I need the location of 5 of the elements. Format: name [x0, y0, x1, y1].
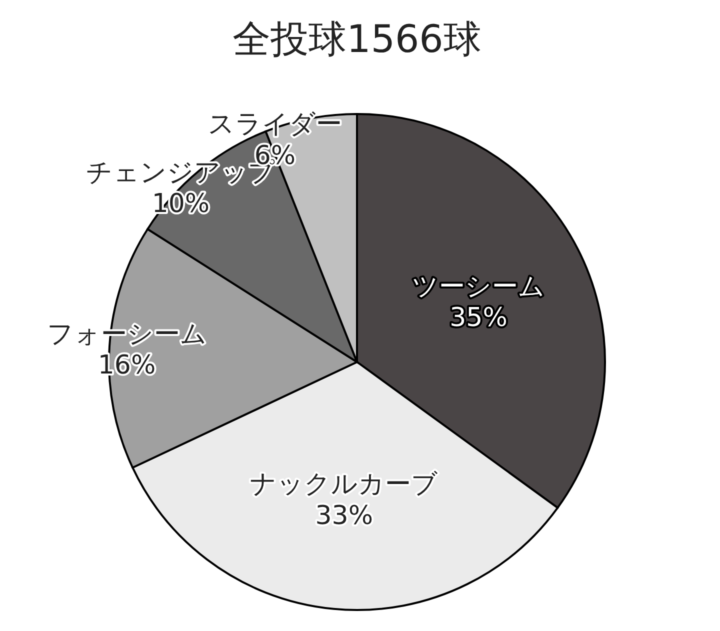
data-label: 35% — [450, 303, 508, 334]
slice-label: ナックルカーブ — [250, 470, 438, 500]
slice-label: ツーシーム — [412, 272, 546, 302]
data-label: 33% — [315, 500, 374, 531]
chart-title: 全投球1566球 — [232, 17, 482, 61]
